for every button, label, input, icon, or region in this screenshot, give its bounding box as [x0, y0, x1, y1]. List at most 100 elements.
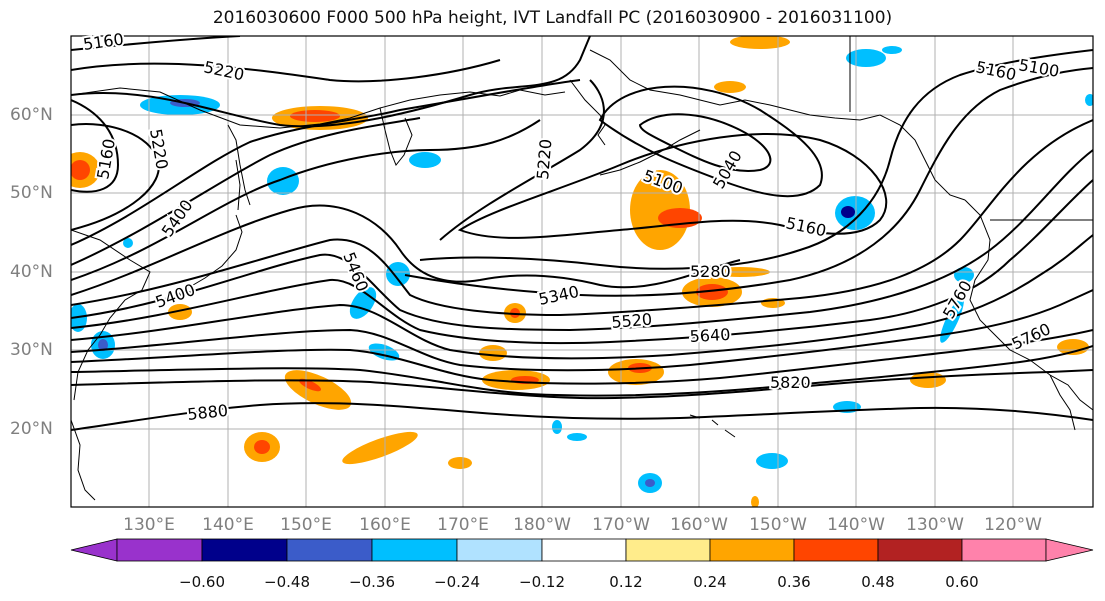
- colorbar-arrow-right: [1045, 538, 1094, 562]
- contour-5040-closed: [638, 113, 772, 172]
- contour-label: 5220: [533, 138, 555, 180]
- coastline-asia-north: [71, 87, 566, 129]
- ivt-negative-area: [756, 453, 788, 469]
- ivt-negative-area: [98, 339, 108, 351]
- contour-5160-c: [457, 133, 888, 239]
- contour-5220-c: [439, 79, 605, 241]
- colorbar-bin: [877, 538, 963, 562]
- contour-5340-b: [404, 67, 1093, 297]
- colorbar-tick-label: −0.48: [264, 573, 310, 591]
- colorbar-tick-label: −0.12: [519, 573, 565, 591]
- ivt-positive-area: [1057, 339, 1089, 355]
- coastline-kamchatka: [379, 107, 413, 166]
- contour-5580: [71, 234, 1093, 360]
- lon-label: 120°W: [984, 515, 1042, 535]
- colorbar-tick-label: 0.36: [777, 573, 811, 591]
- contour-labels: 5160 5220 5160 5220 5220 5100 5040 5160 …: [80, 27, 1063, 425]
- contour-label: 5100: [1017, 55, 1060, 81]
- ivt-positive-area: [730, 36, 790, 49]
- contour-5880: [71, 402, 1093, 431]
- ivt-negative-area: [567, 433, 587, 441]
- contour-5760: [71, 345, 1093, 397]
- lon-label: 130°W: [906, 515, 964, 535]
- ivt-positive-area: [448, 457, 472, 469]
- ivt-negative-area: [409, 152, 441, 168]
- colorbar-tick-label: 0.48: [861, 573, 895, 591]
- ivt-negative-area: [645, 479, 655, 487]
- contour-label: 5640: [689, 325, 731, 346]
- contour-5400-b: [71, 119, 1093, 317]
- map-title: 2016030600 F000 500 hPa height, IVT Land…: [212, 8, 893, 28]
- contour-label: 5160: [784, 213, 828, 240]
- contour-label: 5340: [537, 282, 581, 309]
- contour-5160-a: [71, 36, 241, 51]
- colorbar-bin: [456, 538, 543, 562]
- lon-label: 130°E: [123, 515, 175, 535]
- colorbar-bin: [201, 538, 288, 562]
- ivt-negative-area: [954, 267, 974, 283]
- coastline-baja: [1049, 374, 1076, 431]
- ivt-positive-area: [342, 431, 418, 465]
- ivt-positive-area: [696, 284, 728, 300]
- contour-5160-b: [71, 99, 120, 193]
- colorbar-bin: [371, 538, 458, 562]
- ivt-positive-area: [630, 170, 690, 250]
- ivt-positive-area: [254, 440, 270, 454]
- coastline-korea-china: [71, 229, 151, 401]
- ivt-negative-area: [386, 262, 410, 286]
- colorbar-bin: [625, 538, 711, 562]
- ivt-positive-area: [298, 378, 322, 392]
- lon-label: 140°W: [827, 515, 885, 535]
- lon-label: 180°W: [513, 515, 571, 535]
- contour-label: 5220: [202, 57, 246, 84]
- ivt-positive-area: [479, 345, 507, 361]
- contour-label: 5160: [82, 29, 125, 53]
- map-plot-area: [71, 36, 1093, 507]
- contour-5460: [71, 149, 1093, 332]
- coastline-alaska-west: [569, 79, 606, 146]
- contour-5280-b: [419, 49, 1093, 270]
- colorbar-tick-label: −0.36: [349, 573, 395, 591]
- height-contours: [71, 36, 1093, 431]
- contour-5520: [71, 179, 1093, 345]
- coastlines: [71, 36, 1093, 501]
- ivt-positive-area: [290, 110, 340, 122]
- ivt-negative-area: [552, 420, 562, 434]
- lat-label: 40°N: [10, 262, 53, 282]
- ivt-negative-area: [123, 238, 133, 248]
- colorbar: [70, 538, 1094, 562]
- contour-label: 5400: [158, 196, 197, 240]
- colorbar-tick-label: 0.12: [609, 573, 643, 591]
- colorbar-bin: [961, 538, 1047, 562]
- colorbar-bin: [286, 538, 373, 562]
- contour-5100-closed: [598, 85, 823, 198]
- contour-5220-b: [71, 123, 160, 231]
- ivt-positive-area: [751, 496, 759, 507]
- ivt-negative-area: [882, 46, 902, 54]
- contour-5340-a: [71, 117, 421, 266]
- contour-inner-1: [71, 119, 541, 281]
- ivt-negative-area: [1085, 94, 1093, 106]
- lat-label: 20°N: [10, 419, 53, 439]
- ivt-negative-area: [71, 304, 87, 332]
- ivt-negative-area: [846, 49, 886, 67]
- contour-label: 5520: [611, 310, 653, 332]
- contour-label: 5280: [690, 262, 731, 281]
- lat-label: 30°N: [10, 340, 53, 360]
- ivt-negative-area: [940, 297, 964, 343]
- colorbar-tick-label: −0.24: [434, 573, 480, 591]
- lon-label: 170°W: [592, 515, 650, 535]
- contour-inner-2: [71, 204, 741, 296]
- ivt-positive-area: [168, 304, 192, 320]
- lon-label: 170°E: [437, 515, 489, 535]
- ivt-positive-area: [714, 81, 746, 93]
- ivt-positive-area: [510, 308, 520, 318]
- lon-label: 160°W: [670, 515, 728, 535]
- coastline-sakhalin: [235, 159, 241, 211]
- colorbar-bin: [709, 538, 795, 562]
- contour-5640: [71, 289, 1093, 372]
- ivt-positive-area: [71, 160, 90, 180]
- contour-5400-a: [71, 79, 581, 246]
- contour-label: 5220: [146, 127, 172, 170]
- lat-label: 60°N: [10, 105, 53, 125]
